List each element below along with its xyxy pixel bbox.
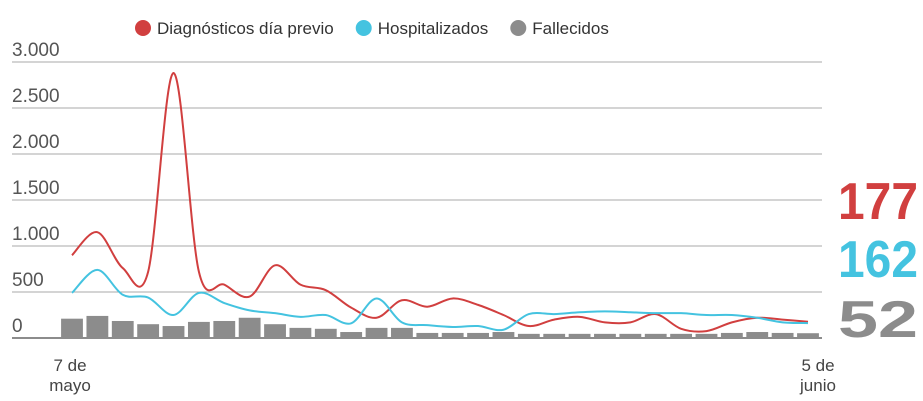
bar bbox=[365, 327, 388, 338]
y-tick-label: 2.000 bbox=[12, 132, 60, 153]
bar bbox=[441, 332, 464, 338]
bar bbox=[213, 320, 236, 338]
bar bbox=[162, 326, 185, 338]
legend-swatch bbox=[355, 20, 372, 36]
bar bbox=[187, 321, 210, 338]
bar bbox=[391, 327, 413, 338]
legend-swatch bbox=[510, 20, 527, 36]
legend-label: Fallecidos bbox=[532, 19, 609, 38]
bar bbox=[314, 328, 337, 338]
y-tick-label: 2.500 bbox=[12, 86, 60, 107]
bar bbox=[289, 327, 312, 338]
x-tick-label: 5 de junio bbox=[800, 356, 836, 395]
legend-label: Diagnósticos día previo bbox=[157, 19, 334, 38]
bar bbox=[264, 324, 286, 338]
end-value-label: 162 bbox=[838, 231, 918, 289]
bar bbox=[517, 333, 540, 338]
line bbox=[71, 72, 809, 333]
line bbox=[71, 268, 809, 332]
bar bbox=[86, 315, 109, 338]
legend-swatch bbox=[135, 20, 151, 36]
bar bbox=[467, 332, 489, 338]
bar bbox=[111, 320, 134, 338]
end-value-label: 52 bbox=[838, 291, 918, 349]
bar bbox=[594, 333, 616, 338]
bar bbox=[543, 333, 566, 338]
bar bbox=[720, 332, 743, 338]
y-tick-label: 1.000 bbox=[12, 224, 60, 245]
bar bbox=[340, 332, 363, 338]
y-tick-label: 500 bbox=[12, 270, 44, 291]
y-tick-label: 3.000 bbox=[12, 40, 60, 61]
end-value-label: 177 bbox=[838, 173, 918, 231]
x-tick-label: 7 de mayo bbox=[49, 356, 91, 395]
bar bbox=[619, 333, 642, 338]
bar bbox=[670, 333, 693, 338]
bar bbox=[238, 317, 261, 338]
bar bbox=[771, 332, 794, 338]
bar bbox=[746, 332, 769, 338]
bar bbox=[797, 333, 819, 338]
bar bbox=[416, 332, 439, 338]
y-tick-label: 1.500 bbox=[12, 178, 60, 199]
bar bbox=[492, 332, 515, 338]
bar bbox=[137, 324, 160, 338]
legend-label: Hospitalizados bbox=[378, 19, 489, 38]
bar bbox=[695, 333, 718, 338]
bar bbox=[568, 333, 591, 338]
y-tick-label: 0 bbox=[12, 316, 23, 337]
bar bbox=[644, 333, 667, 338]
bar bbox=[61, 318, 83, 338]
